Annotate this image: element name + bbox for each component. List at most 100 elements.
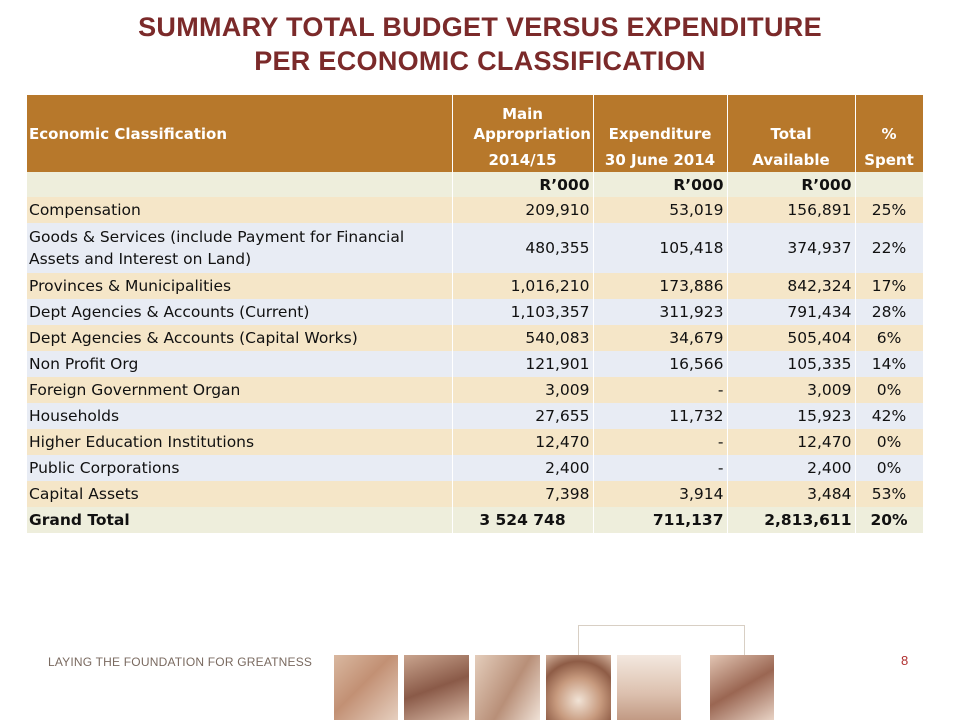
cell-classification: Public Corporations (27, 455, 453, 481)
units-cell-empty (27, 172, 453, 197)
slide-title-line-2: PER ECONOMIC CLASSIFICATION (254, 46, 706, 76)
photo-ballet-shoe-image (617, 655, 681, 720)
page-number: 8 (901, 653, 909, 668)
cell-appropriation: 7,398 (452, 481, 594, 507)
cell-classification: Compensation (27, 197, 453, 223)
cell-spent: 28% (855, 299, 924, 325)
total-cell-classification: Grand Total (27, 507, 453, 533)
col-header-pct-top: % (881, 125, 897, 143)
total-cell-spent: 20% (855, 507, 924, 533)
table-header-row: Economic Classification Main Appropriati… (27, 95, 924, 172)
cell-spent: 22% (855, 223, 924, 273)
col-header-pct-bottom: Spent (864, 151, 914, 169)
cell-available: 374,937 (727, 223, 856, 273)
total-cell-appropriation: 3 524 748 (452, 507, 594, 533)
table-row: Foreign Government Organ 3,009 - 3,009 0… (27, 377, 924, 403)
cell-appropriation: 480,355 (452, 223, 594, 273)
photo-dancers-image (404, 655, 469, 720)
cell-available: 15,923 (727, 403, 856, 429)
units-cell-appropriation: R’000 (452, 172, 594, 197)
cell-appropriation: 12,470 (452, 429, 594, 455)
col-header-appropriation: Main Appropriation 2014/15 (452, 95, 594, 172)
cell-appropriation: 3,009 (452, 377, 594, 403)
cell-expenditure: - (593, 429, 728, 455)
cell-available: 3,009 (727, 377, 856, 403)
cell-classification: Non Profit Org (27, 351, 453, 377)
cell-available: 791,434 (727, 299, 856, 325)
table-row: Higher Education Institutions 12,470 - 1… (27, 429, 924, 455)
cell-appropriation: 1,103,357 (452, 299, 594, 325)
cell-expenditure: - (593, 377, 728, 403)
photo-hands-image (334, 655, 398, 720)
cell-expenditure: 105,418 (593, 223, 728, 273)
table-row: Capital Assets 7,398 3,914 3,484 53% (27, 481, 924, 507)
footer-tagline: LAYING THE FOUNDATION FOR GREATNESS (48, 655, 313, 669)
cell-classification: Households (27, 403, 453, 429)
cell-appropriation: 1,016,210 (452, 273, 594, 299)
cell-expenditure: 311,923 (593, 299, 728, 325)
col-header-expenditure-bottom: 30 June 2014 (604, 151, 716, 169)
cell-available: 505,404 (727, 325, 856, 351)
cell-expenditure: - (593, 455, 728, 481)
table-row: Dept Agencies & Accounts (Current) 1,103… (27, 299, 924, 325)
cell-classification: Higher Education Institutions (27, 429, 453, 455)
slide-title: SUMMARY TOTAL BUDGET VERSUS EXPENDITURE … (0, 10, 960, 78)
cell-classification: Capital Assets (27, 481, 453, 507)
cell-classification-line-1: Goods & Services (include Payment for Fi… (29, 228, 405, 246)
table-row: Non Profit Org 121,901 16,566 105,335 14… (27, 351, 924, 377)
col-header-total-bottom: Available (752, 151, 830, 169)
photo-saxophone-image (710, 655, 774, 720)
table-row: Dept Agencies & Accounts (Capital Works)… (27, 325, 924, 351)
budget-table: Economic Classification Main Appropriati… (27, 95, 924, 533)
cell-classification: Goods & Services (include Payment for Fi… (27, 223, 453, 273)
table-row: Compensation 209,910 53,019 156,891 25% (27, 197, 924, 223)
cell-spent: 14% (855, 351, 924, 377)
cell-classification: Dept Agencies & Accounts (Capital Works) (27, 325, 453, 351)
cell-available: 3,484 (727, 481, 856, 507)
cell-expenditure: 173,886 (593, 273, 728, 299)
table-row: Households 27,655 11,732 15,923 42% (27, 403, 924, 429)
cell-spent: 53% (855, 481, 924, 507)
cell-available: 2,400 (727, 455, 856, 481)
table-row: Goods & Services (include Payment for Fi… (27, 223, 924, 273)
units-cell-total: R’000 (727, 172, 856, 197)
cell-available: 105,335 (727, 351, 856, 377)
cell-appropriation: 209,910 (452, 197, 594, 223)
table-row: Provinces & Municipalities 1,016,210 173… (27, 273, 924, 299)
cell-classification: Foreign Government Organ (27, 377, 453, 403)
cell-spent: 25% (855, 197, 924, 223)
col-header-appropriation-top: Main Appropriation (473, 105, 591, 143)
cell-spent: 6% (855, 325, 924, 351)
slide-title-line-1: SUMMARY TOTAL BUDGET VERSUS EXPENDITURE (138, 12, 822, 42)
units-row: R’000 R’000 R’000 (27, 172, 924, 197)
cell-expenditure: 3,914 (593, 481, 728, 507)
cell-classification-line-2: Assets and Interest on Land) (29, 250, 252, 268)
table-row: Public Corporations 2,400 - 2,400 0% (27, 455, 924, 481)
cell-expenditure: 11,732 (593, 403, 728, 429)
cell-spent: 42% (855, 403, 924, 429)
cell-spent: 0% (855, 377, 924, 403)
grand-total-row: Grand Total 3 524 748 711,137 2,813,611 … (27, 507, 924, 533)
photo-beadwork-image (546, 655, 611, 720)
total-cell-expenditure: 711,137 (593, 507, 728, 533)
cell-appropriation: 121,901 (452, 351, 594, 377)
col-header-expenditure-top: Expenditure (608, 125, 712, 143)
decorative-frame (578, 625, 745, 656)
units-cell-pct-empty (855, 172, 924, 197)
cell-available: 12,470 (727, 429, 856, 455)
col-header-total-top: Total (770, 125, 812, 143)
cell-available: 842,324 (727, 273, 856, 299)
col-header-classification: Economic Classification (27, 95, 453, 172)
col-header-expenditure: Expenditure 30 June 2014 (593, 95, 728, 172)
total-cell-available: 2,813,611 (727, 507, 856, 533)
cell-appropriation: 2,400 (452, 455, 594, 481)
cell-expenditure: 53,019 (593, 197, 728, 223)
cell-appropriation: 27,655 (452, 403, 594, 429)
cell-spent: 17% (855, 273, 924, 299)
cell-appropriation: 540,083 (452, 325, 594, 351)
col-header-appropriation-bottom: 2014/15 (488, 151, 557, 169)
photo-film-strip-image (475, 655, 540, 720)
cell-expenditure: 34,679 (593, 325, 728, 351)
cell-classification: Provinces & Municipalities (27, 273, 453, 299)
cell-available: 156,891 (727, 197, 856, 223)
